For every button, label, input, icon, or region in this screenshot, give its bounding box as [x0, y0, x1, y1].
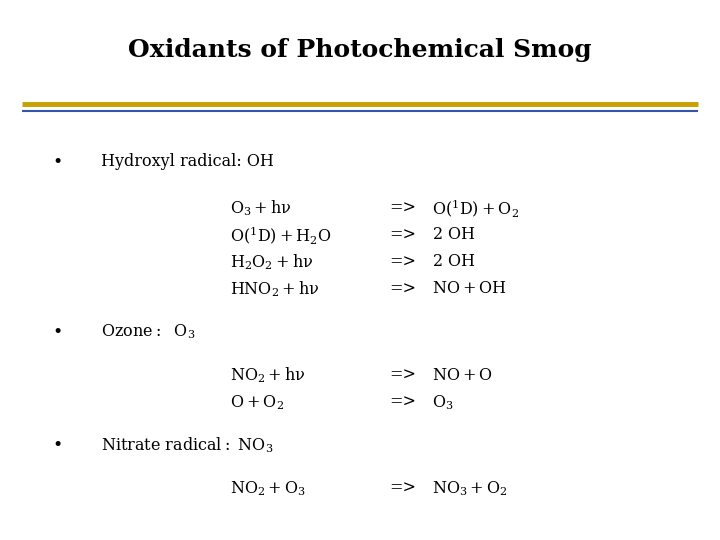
Text: $\mathregular{NO_2 + h\nu}$: $\mathregular{NO_2 + h\nu}$ — [230, 366, 306, 385]
Text: •: • — [53, 436, 63, 455]
Text: $\mathregular{NO_3 + O_2}$: $\mathregular{NO_3 + O_2}$ — [432, 480, 508, 498]
Text: Hydroxyl radical: OH: Hydroxyl radical: OH — [101, 153, 274, 171]
Text: $\mathregular{2\ OH}$: $\mathregular{2\ OH}$ — [432, 253, 476, 271]
Text: =>: => — [389, 394, 416, 411]
Text: =>: => — [389, 480, 416, 497]
Text: =>: => — [389, 199, 416, 217]
Text: $\mathregular{O_3}$: $\mathregular{O_3}$ — [432, 393, 454, 411]
Text: =>: => — [389, 226, 416, 244]
Text: $\mathregular{Nitrate\ radical:\ NO_3}$: $\mathregular{Nitrate\ radical:\ NO_3}$ — [101, 436, 273, 455]
Text: Oxidants of Photochemical Smog: Oxidants of Photochemical Smog — [128, 38, 592, 62]
Text: $\mathregular{O_3 + h\nu}$: $\mathregular{O_3 + h\nu}$ — [230, 198, 292, 218]
Text: $\mathregular{HNO_2 + h\nu}$: $\mathregular{HNO_2 + h\nu}$ — [230, 279, 320, 299]
Text: =>: => — [389, 280, 416, 298]
Text: $\mathregular{O + O_2}$: $\mathregular{O + O_2}$ — [230, 393, 284, 411]
Text: $\mathregular{O(^1D) + O_2}$: $\mathregular{O(^1D) + O_2}$ — [432, 197, 519, 219]
Text: $\mathregular{NO + O}$: $\mathregular{NO + O}$ — [432, 367, 493, 384]
Text: •: • — [53, 153, 63, 171]
Text: $\mathregular{Ozone:\ \ O_3}$: $\mathregular{Ozone:\ \ O_3}$ — [101, 323, 195, 341]
Text: $\mathregular{NO + OH}$: $\mathregular{NO + OH}$ — [432, 280, 507, 298]
Text: =>: => — [389, 253, 416, 271]
Text: =>: => — [389, 367, 416, 384]
Text: $\mathregular{O(^1D) + H_2O}$: $\mathregular{O(^1D) + H_2O}$ — [230, 224, 332, 246]
Text: $\mathregular{H_2O_2 + h\nu}$: $\mathregular{H_2O_2 + h\nu}$ — [230, 252, 314, 272]
Text: $\mathregular{2\ OH}$: $\mathregular{2\ OH}$ — [432, 226, 476, 244]
Text: $\mathregular{NO_2 + O_3}$: $\mathregular{NO_2 + O_3}$ — [230, 480, 307, 498]
Text: •: • — [53, 323, 63, 341]
